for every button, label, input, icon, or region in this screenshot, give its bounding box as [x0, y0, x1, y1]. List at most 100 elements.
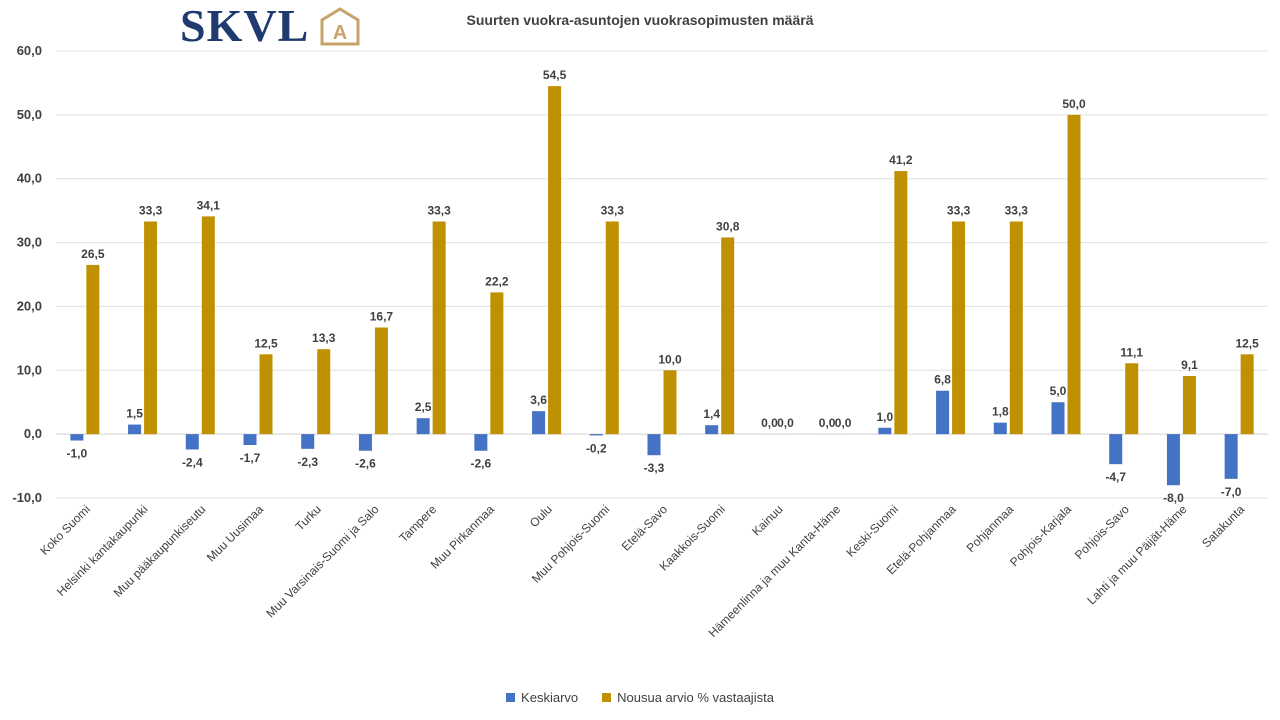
data-label: -2,3: [297, 455, 318, 469]
data-label: 0,0: [761, 416, 778, 430]
legend-label-keskiarvo: Keskiarvo: [521, 690, 579, 705]
y-tick-label: 50,0: [17, 107, 42, 122]
data-label: -0,2: [586, 441, 607, 455]
category-label: Kainuu: [749, 502, 785, 538]
data-label: 26,5: [81, 247, 105, 261]
bar-nousua: [663, 370, 677, 435]
legend-swatch-keskiarvo: [506, 693, 516, 702]
legend-swatch-nousua: [602, 693, 612, 702]
bar-chart: 60,0 50,0 40,0 30,0 20,0 10,0 0,0 -10,0 -1,0 26,5…: [12, 43, 1268, 640]
category-label: Satakunta: [1199, 502, 1247, 550]
data-label: 11,1: [1120, 345, 1143, 359]
data-label: -1,0: [67, 447, 88, 461]
data-label: 16,7: [370, 310, 394, 324]
data-label: -2,6: [355, 457, 376, 471]
bar-nousua: [894, 171, 908, 435]
data-label: 33,3: [139, 203, 163, 217]
bar-keskiarvo: [128, 424, 142, 435]
bar-nousua: [490, 292, 504, 435]
bar-keskiarvo: [1224, 434, 1238, 479]
data-label: 34,1: [197, 198, 221, 212]
bar-nousua: [86, 264, 100, 435]
bar-nousua: [432, 221, 446, 435]
bar-nousua: [1182, 376, 1196, 435]
data-label: 33,3: [947, 203, 971, 217]
category-label: Oulu: [527, 502, 555, 530]
category-label: Etelä-Savo: [619, 502, 671, 554]
category-label: Muu Varsinais-Suomi ja Salo: [263, 502, 381, 620]
data-label: 9,1: [1181, 358, 1198, 372]
data-label: 13,3: [312, 331, 336, 345]
category-label: Pohjanmaa: [964, 502, 1017, 555]
bar-nousua: [1067, 114, 1081, 435]
bar-keskiarvo: [1051, 402, 1065, 435]
data-label: 2,5: [415, 400, 432, 414]
bar-keskiarvo: [301, 434, 315, 449]
category-label: Turku: [293, 502, 324, 533]
legend-label-nousua: Nousua arvio % vastaajista: [617, 690, 774, 705]
legend-item-nousua: Nousua arvio % vastaajista: [602, 690, 774, 705]
y-tick-label: 0,0: [24, 426, 42, 441]
bar-nousua: [1125, 363, 1139, 435]
category-label: Keski-Suomi: [843, 502, 901, 560]
legend-item-keskiarvo: Keskiarvo: [506, 690, 578, 705]
bar-nousua: [605, 221, 619, 435]
data-label: -4,7: [1105, 470, 1126, 484]
bar-nousua: [721, 237, 735, 435]
data-label: -2,4: [182, 455, 203, 469]
logo-text: SKVL: [180, 0, 310, 51]
data-label: 1,0: [877, 410, 894, 424]
y-tick-label: 40,0: [17, 171, 42, 186]
data-label: 0,0: [819, 416, 836, 430]
bar-keskiarvo: [647, 434, 661, 456]
data-label: 3,6: [530, 393, 547, 407]
bar-keskiarvo: [243, 434, 257, 445]
bar-keskiarvo: [358, 434, 372, 451]
bar-keskiarvo: [1109, 434, 1123, 465]
bar-keskiarvo: [532, 411, 546, 435]
category-label: Koko Suomi: [37, 502, 93, 558]
data-label: 0,0: [835, 416, 852, 430]
category-label: Tampere: [396, 502, 439, 545]
data-label: 12,5: [254, 336, 278, 350]
logo-mark-letter: A: [333, 22, 347, 44]
y-tick-label: 30,0: [17, 235, 42, 250]
data-label: 22,2: [485, 274, 509, 288]
data-label: 0,0: [777, 416, 794, 430]
bar-nousua: [1009, 221, 1023, 435]
data-label: 41,2: [889, 153, 913, 167]
data-label: 50,0: [1062, 97, 1086, 111]
category-label: Pohjois-Karjala: [1007, 502, 1074, 569]
bar-nousua: [144, 221, 158, 435]
bar-keskiarvo: [936, 390, 950, 435]
bar-nousua: [201, 216, 215, 435]
data-label: -2,6: [471, 457, 492, 471]
y-tick-label: -10,0: [12, 490, 42, 505]
data-label: 1,4: [703, 407, 720, 421]
bar-keskiarvo: [878, 427, 892, 435]
category-label: Lahti ja muu Päijät-Häme: [1084, 502, 1189, 607]
data-label: 33,3: [427, 203, 451, 217]
y-tick-label: 20,0: [17, 298, 42, 313]
data-label: 30,8: [716, 219, 740, 233]
bar-nousua: [952, 221, 966, 435]
bar-keskiarvo: [993, 422, 1007, 435]
data-label: 33,3: [601, 203, 625, 217]
category-label: Muu Uusimaa: [204, 502, 266, 564]
chart-title: Suurten vuokra-asuntojen vuokrasopimuste…: [466, 12, 814, 28]
bar-nousua: [374, 327, 388, 435]
bar-nousua: [1240, 354, 1254, 435]
y-tick-label: 60,0: [17, 43, 42, 58]
bar-keskiarvo: [1166, 434, 1180, 486]
bar-keskiarvo: [705, 425, 719, 435]
bar-keskiarvo: [70, 434, 84, 441]
bar-nousua: [548, 86, 562, 435]
skvl-logo: SKVL A: [180, 2, 370, 50]
data-label: -1,7: [240, 451, 261, 465]
data-label: 1,8: [992, 405, 1009, 419]
data-label: -3,3: [644, 461, 665, 475]
bar-keskiarvo: [474, 434, 488, 451]
bar-keskiarvo: [185, 434, 199, 450]
bar-nousua: [317, 349, 331, 435]
data-label: 12,5: [1235, 336, 1259, 350]
